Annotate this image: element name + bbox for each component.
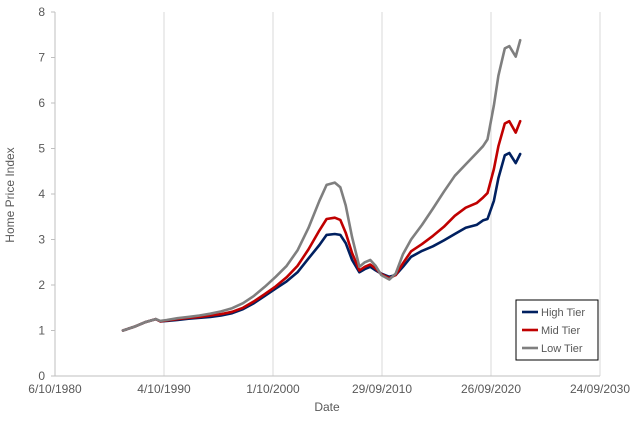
x-tick-label: 1/10/2000 (246, 382, 300, 396)
x-tick-label: 29/09/2010 (352, 382, 412, 396)
y-axis-title: Home Price Index (3, 147, 17, 242)
legend-label: High Tier (541, 307, 585, 319)
y-tick-label: 4 (38, 187, 45, 201)
series-line-low-tier (121, 38, 522, 332)
x-tick-label: 24/09/2030 (570, 382, 630, 396)
y-tick-label: 5 (38, 142, 45, 156)
series-line-mid-tier (121, 119, 522, 332)
x-tick-label: 26/09/2020 (461, 382, 521, 396)
y-tick-label: 3 (38, 233, 45, 247)
x-tick-label: 4/10/1990 (137, 382, 191, 396)
y-tick-label: 1 (38, 324, 45, 338)
tick-label-layer: 6/10/1980 4/10/1990 1/10/2000 29/09/2010 26/… (28, 5, 630, 396)
grid-layer (163, 12, 601, 376)
legend-label: Mid Tier (541, 325, 580, 337)
y-tick-label: 0 (38, 369, 45, 383)
y-tick-label: 7 (38, 51, 45, 65)
legend-label: Low Tier (541, 343, 583, 355)
axes-layer (51, 11, 600, 377)
x-axis-title: Date (314, 400, 340, 414)
legend: High Tier Mid Tier Low Tier (515, 299, 599, 361)
y-tick-label: 8 (38, 5, 45, 19)
series-layer (121, 38, 522, 332)
y-tick-label: 2 (38, 278, 45, 292)
series-line-high-tier (121, 151, 522, 332)
y-tick-label: 6 (38, 96, 45, 110)
x-tick-label: 6/10/1980 (28, 382, 82, 396)
